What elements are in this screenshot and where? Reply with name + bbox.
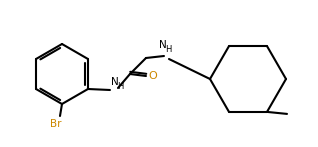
Text: N: N — [159, 40, 167, 50]
Text: H: H — [165, 45, 171, 54]
Text: O: O — [149, 71, 157, 81]
Text: Br: Br — [50, 119, 62, 129]
Text: N: N — [111, 77, 119, 87]
Text: H: H — [117, 81, 123, 91]
